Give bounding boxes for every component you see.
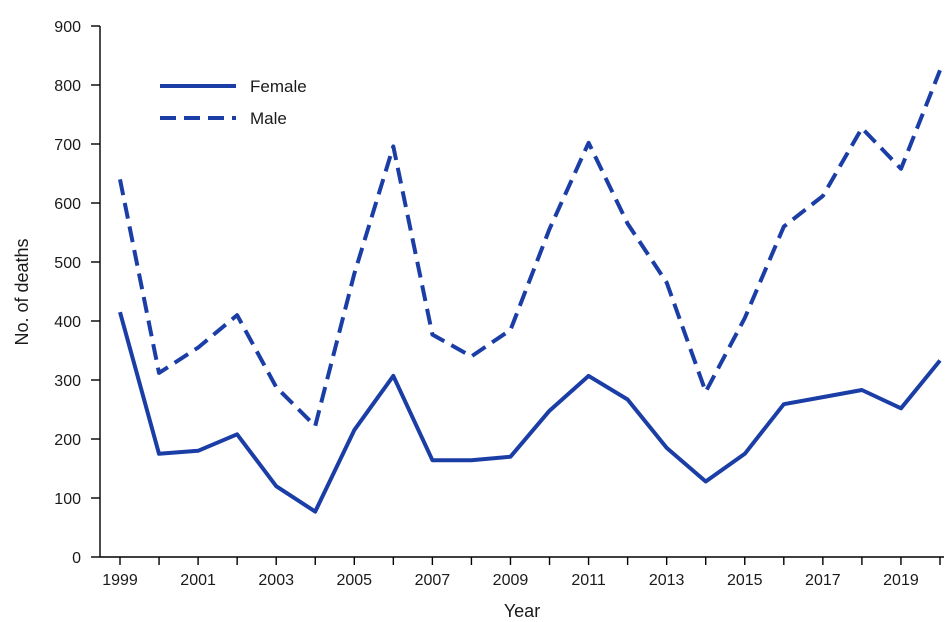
series-line-female [118, 311, 942, 514]
legend-label-female: Female [250, 77, 307, 96]
x-tick-label: 2009 [493, 572, 529, 589]
x-axis-title: Year [504, 601, 540, 621]
y-axis-ticks: 0 100 200 300 400 500 600 700 800 900 [54, 19, 100, 567]
y-tick-label: 300 [54, 373, 81, 390]
y-tick-label: 900 [54, 19, 81, 36]
x-tick-label: 2011 [571, 572, 606, 589]
x-tick-label: 2001 [180, 572, 216, 589]
x-tick-label: 2019 [883, 572, 919, 589]
y-tick-label: 600 [54, 196, 81, 213]
y-tick-label: 0 [72, 550, 81, 567]
legend-label-male: Male [250, 109, 287, 128]
x-tick-label: 1999 [102, 572, 138, 589]
y-tick-label: 800 [54, 78, 81, 95]
legend: Female Male [160, 77, 307, 128]
y-axis-title: No. of deaths [12, 238, 32, 345]
y-tick-label: 400 [54, 314, 81, 331]
x-axis-ticks: 1999 2001 2003 2005 2007 2009 2011 2013 2015 2017… [102, 557, 941, 589]
x-tick-label: 2015 [727, 572, 763, 589]
y-tick-label: 500 [54, 255, 81, 272]
y-tick-label: 200 [54, 432, 81, 449]
x-tick-label: 2013 [649, 572, 685, 589]
y-tick-label: 100 [54, 491, 81, 508]
series-lines [118, 69, 942, 514]
series-line-male [118, 69, 942, 428]
x-tick-label: 2007 [415, 572, 451, 589]
x-tick-label: 2017 [805, 572, 841, 589]
x-tick-label: 2005 [336, 572, 372, 589]
x-tick-label: 2003 [258, 572, 294, 589]
y-tick-label: 700 [54, 137, 81, 154]
